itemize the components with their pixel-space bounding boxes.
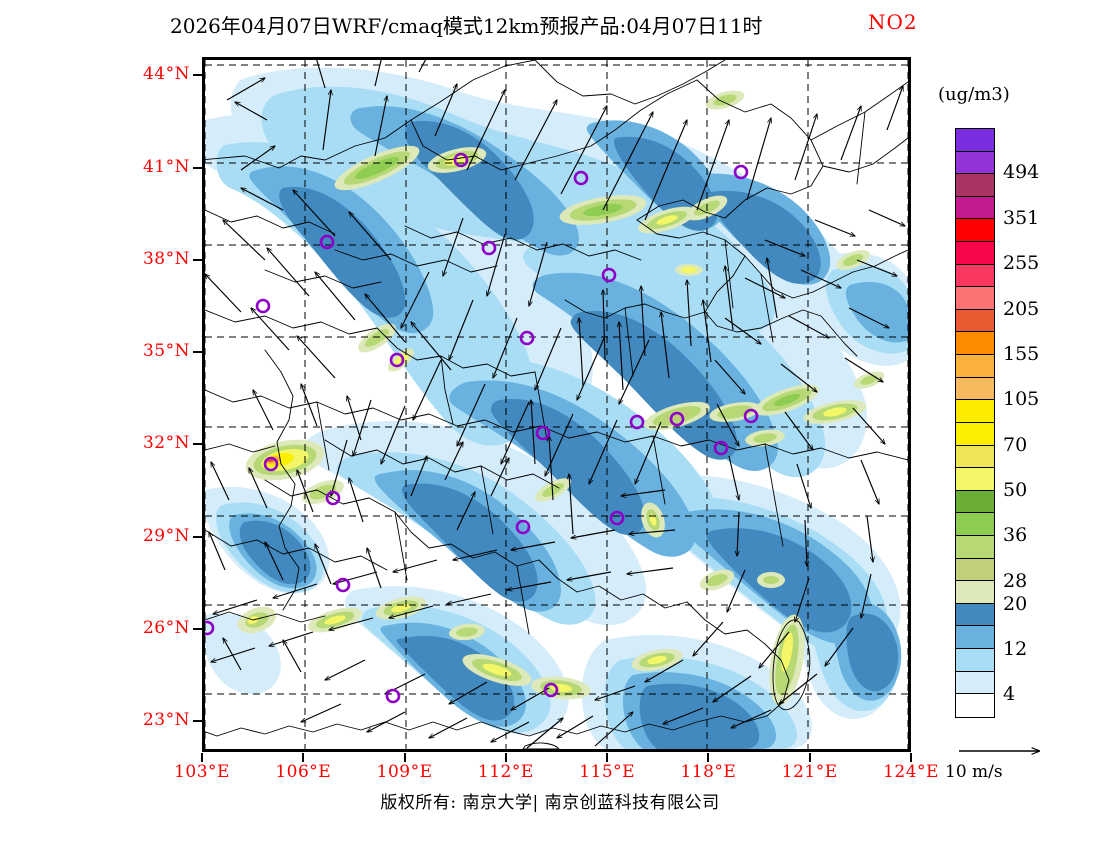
colorbar-band [956,468,994,491]
colorbar-band [956,355,994,378]
colorbar-tick-label: 12 [1003,637,1028,660]
colorbar-tick-label: 50 [1003,479,1028,502]
longitude-tick-mark [504,753,507,762]
colorbar-band [956,377,994,401]
wind-scale-label: 10 m/s [945,762,1003,782]
longitude-tick-label: 124°E [883,762,939,782]
title-bar: 2026年04月07日WRF/cmaq模式12km预报产品:04月07日11时 … [0,4,1100,38]
latitude-tick-mark [193,258,202,261]
map-canvas [205,60,908,749]
colorbar-tick-label: 70 [1003,433,1028,456]
longitude-tick-label: 106°E [275,762,332,782]
colorbar-band [956,513,994,536]
colorbar-band [956,287,994,310]
latitude-tick-label: 41°N [142,156,190,177]
colorbar-band [956,581,994,604]
colorbar-band [956,603,994,627]
colorbar-tick-label: 155 [1003,342,1040,365]
latitude-tick-label: 26°N [142,617,190,638]
colorbar-band [956,400,994,423]
latitude-tick-label: 44°N [142,64,190,85]
colorbar-unit-label: (ug/m3) [938,84,1010,105]
latitude-tick-label: 29°N [142,525,190,546]
latitude-tick-label: 38°N [142,248,190,269]
longitude-tick-mark [707,753,710,762]
colorbar-band [956,309,994,333]
colorbar-band [956,445,994,469]
colorbar[interactable] [955,128,995,718]
longitude-tick-mark [201,753,203,762]
map-plot-area[interactable] [202,57,911,752]
colorbar-band [956,422,994,446]
colorbar-band [956,490,994,514]
page-title: 2026年04月07日WRF/cmaq模式12km预报产品:04月07日11时 [170,14,763,38]
colorbar-band [956,626,994,650]
wind-scale-key: 10 m/s [945,740,1065,790]
colorbar-band [956,535,994,559]
colorbar-tick-label: 28 [1003,569,1028,592]
colorbar-band [956,242,994,265]
wind-arrow-icon [959,740,1050,762]
colorbar-band [956,671,994,695]
longitude-tick-label: 109°E [376,762,433,782]
longitude-tick-label: 115°E [579,762,636,782]
colorbar-tick-label: 205 [1003,297,1040,320]
latitude-tick-mark [193,351,202,354]
longitude-tick-label: 121°E [781,762,838,782]
latitude-tick-mark [193,443,202,446]
colorbar-tick-label: 494 [1003,161,1040,184]
colorbar-band [956,219,994,243]
latitude-tick-mark [193,166,202,169]
latitude-tick-mark [193,535,202,538]
colorbar-tick-label: 105 [1003,388,1040,411]
longitude-tick-mark [910,753,912,762]
colorbar-tick-label: 36 [1003,524,1028,547]
latitude-tick-label: 23°N [142,710,190,731]
longitude-tick-label: 103°E [174,762,230,782]
colorbar-band [956,558,994,582]
longitude-tick-mark [808,753,811,762]
colorbar-tick-label: 20 [1003,592,1028,615]
colorbar-band [956,264,994,288]
colorbar-tick-label: 255 [1003,252,1040,275]
latitude-tick-mark [193,74,202,77]
longitude-tick-label: 112°E [477,762,534,782]
colorbar-band [956,151,994,175]
longitude-tick-label: 118°E [680,762,737,782]
longitude-tick-mark [302,753,305,762]
species-label: NO2 [868,10,918,34]
colorbar-band [956,174,994,197]
latitude-tick-mark [193,720,202,723]
colorbar-band [956,196,994,220]
longitude-tick-mark [403,753,406,762]
latitude-tick-mark [193,627,202,630]
colorbar-band [956,129,994,152]
colorbar-band [956,694,994,717]
colorbar-band [956,332,994,356]
latitude-tick-label: 32°N [142,433,190,454]
longitude-tick-mark [606,753,609,762]
copyright-notice: 版权所有: 南京大学| 南京创蓝科技有限公司 [380,793,720,813]
colorbar-tick-label: 351 [1003,206,1040,229]
colorbar-tick-label: 4 [1003,683,1016,706]
colorbar-band [956,649,994,672]
latitude-tick-label: 35°N [142,341,190,362]
